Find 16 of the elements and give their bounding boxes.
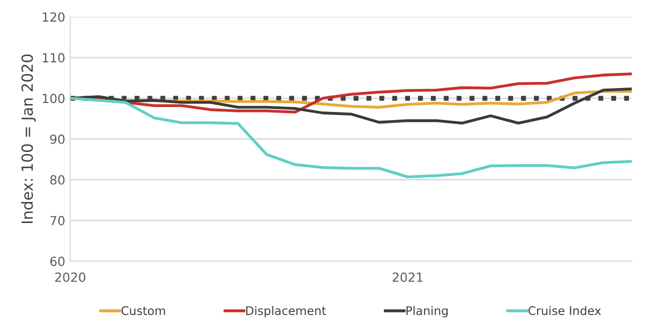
y-tick-label: 80: [50, 175, 65, 185]
legend-label: Planing: [406, 306, 448, 318]
line-series: [70, 96, 632, 178]
y-axis-title: Index: 100 = Jan 2020: [21, 54, 36, 224]
line-series: [70, 88, 632, 125]
legend-label: Custom: [121, 306, 165, 316]
y-tick-label: 120: [42, 12, 65, 22]
x-tick-label: 2020: [55, 272, 86, 282]
y-tick-label: 60: [50, 256, 65, 266]
legend-label: Cruise Index: [528, 306, 601, 316]
y-tick-label: 90: [50, 134, 65, 144]
x-tick-label: 2021: [392, 272, 422, 282]
y-tick-label: 110: [42, 53, 65, 62]
legend-label: Displacement: [246, 306, 326, 318]
y-tick-label: 100: [42, 94, 65, 104]
y-tick-label: 70: [50, 216, 65, 226]
